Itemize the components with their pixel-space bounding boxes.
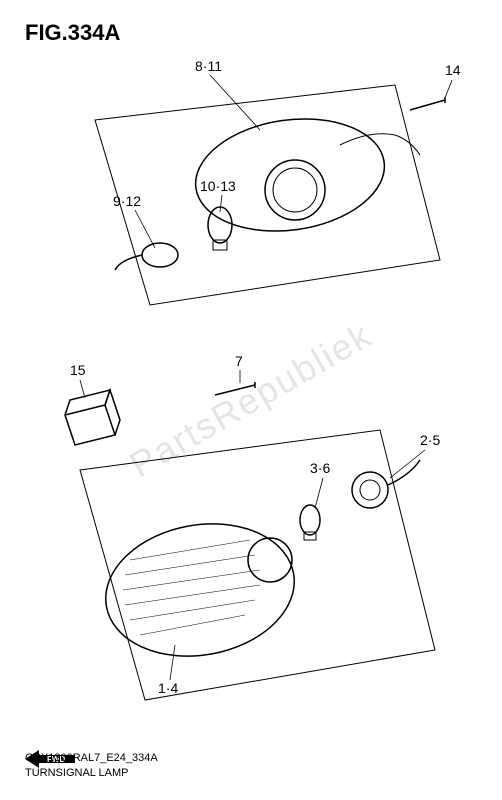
upper-housing-outline	[188, 107, 391, 242]
screw-14	[410, 100, 445, 110]
label-8-11: 8·11	[195, 58, 222, 74]
socket-wire-upper	[115, 255, 142, 270]
lens-line-2	[125, 555, 255, 575]
leader-1-4	[170, 645, 175, 680]
label-9-12: 9·12	[113, 193, 141, 209]
label-1-4: 1·4	[158, 680, 178, 696]
diagram-container: FIG.334A	[0, 0, 502, 800]
upper-socket-inner	[273, 168, 317, 212]
label-7: 7	[235, 353, 243, 369]
diagram-svg	[0, 0, 502, 800]
leader-8-11	[210, 75, 260, 130]
leader-14	[445, 80, 452, 98]
lens-line-6	[140, 615, 245, 635]
footer: GSX1300RAL7_E24_334A TURNSIGNAL LAMP	[25, 751, 158, 780]
leader-15	[80, 380, 85, 398]
lens-line-4	[125, 585, 260, 605]
label-14: 14	[445, 62, 461, 78]
relay-box	[65, 405, 115, 445]
upper-socket-ring	[265, 160, 325, 220]
lower-socket-ring	[248, 538, 292, 582]
lens-line-5	[130, 600, 255, 620]
lens-line-1	[130, 540, 250, 560]
leader-3-6	[315, 478, 323, 508]
bulb-lower	[300, 505, 320, 535]
leader-10-13	[220, 195, 222, 212]
upper-box	[95, 85, 440, 305]
socket-lower	[352, 472, 388, 508]
label-2-5: 2·5	[420, 432, 440, 448]
label-10-13: 10·13	[200, 178, 236, 194]
lower-housing-outline	[95, 509, 305, 670]
socket-lower-inner	[360, 480, 380, 500]
label-3-6: 3·6	[310, 460, 330, 476]
lower-box	[80, 430, 435, 700]
bulb-upper	[208, 207, 232, 243]
socket-upper	[142, 243, 178, 267]
lens-line-3	[123, 570, 260, 590]
screw-7	[215, 385, 255, 395]
figure-description: TURNSIGNAL LAMP	[25, 766, 158, 780]
label-15: 15	[70, 362, 86, 378]
relay-top	[65, 390, 110, 415]
model-code: GSX1300RAL7_E24_334A	[25, 751, 158, 765]
leader-9-12	[135, 210, 155, 248]
